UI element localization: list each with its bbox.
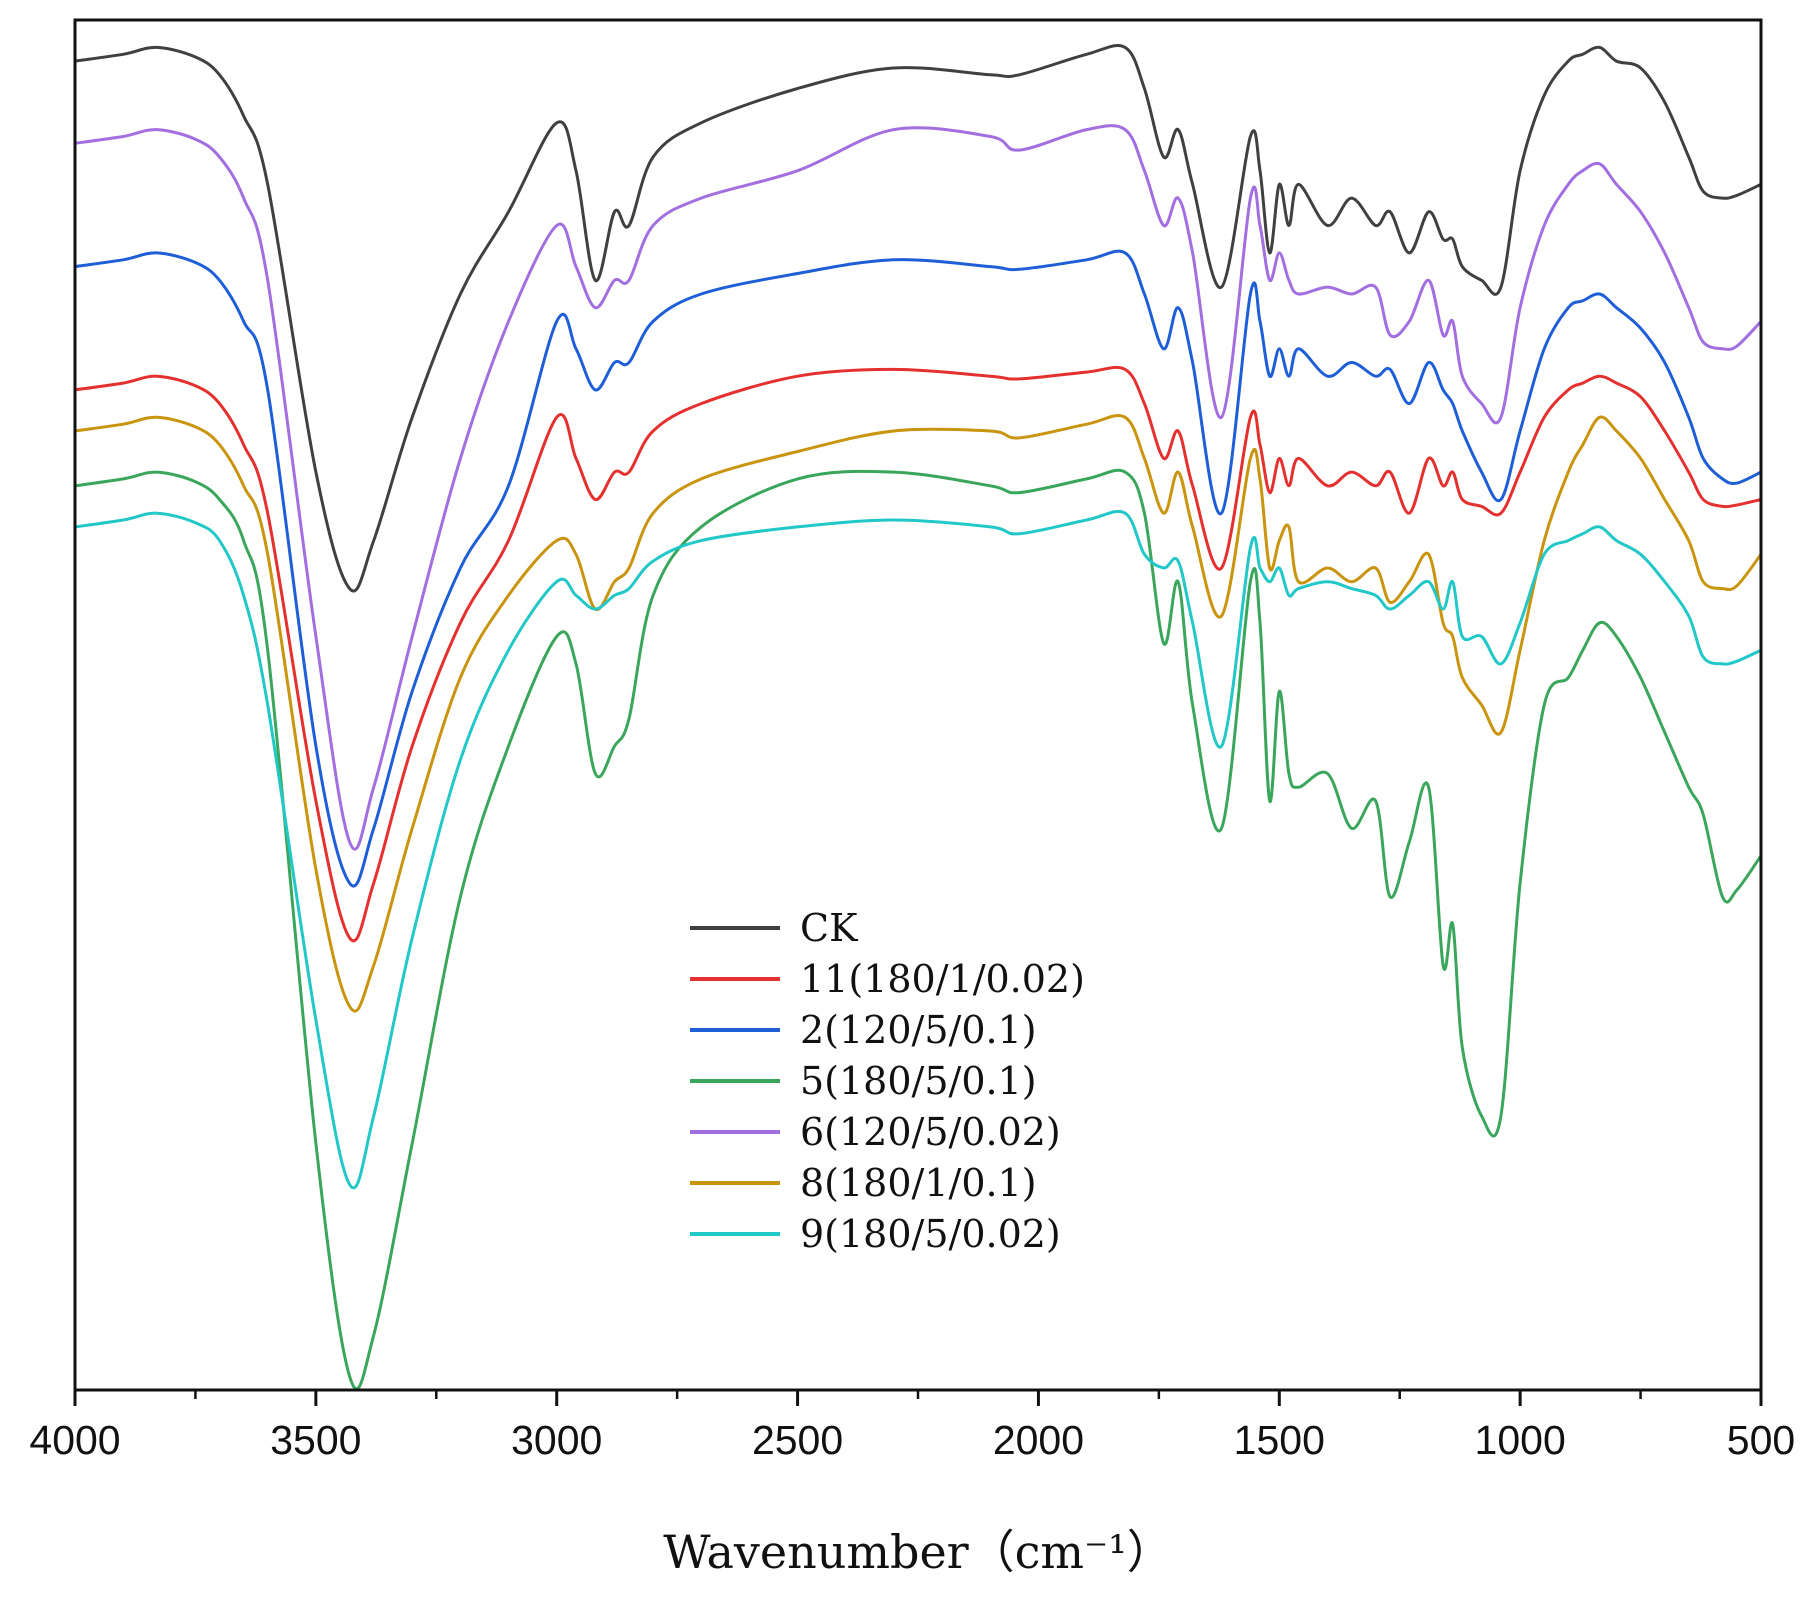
- series-line-2: [73, 249, 1763, 888]
- legend-label-5: 8(180/1/0.1): [800, 1161, 1037, 1205]
- legend-label-4: 6(120/5/0.02): [800, 1110, 1061, 1154]
- legend-label-1: 11(180/1/0.02): [800, 957, 1085, 1001]
- series-line-1: [73, 365, 1763, 943]
- legend-label-3: 5(180/5/0.1): [800, 1059, 1037, 1103]
- series-line-3: [73, 468, 1763, 1391]
- x-tick-label-3: 2500: [752, 1417, 843, 1463]
- legend-label-6: 9(180/5/0.02): [800, 1212, 1061, 1256]
- legend: CK 11(180/1/0.02) 2(120/5/0.1) 5(180/5/0.1)…: [690, 906, 1085, 1256]
- x-tick-label-4: 2000: [993, 1417, 1084, 1463]
- x-tick-label-7: 500: [1727, 1417, 1795, 1463]
- x-axis-title: Wavenumber（cm⁻¹）: [663, 1525, 1173, 1579]
- series-line-6: [73, 509, 1763, 1190]
- x-tick-label-6: 1000: [1475, 1417, 1566, 1463]
- legend-label-0: CK: [800, 906, 858, 950]
- x-tick-label-0: 4000: [29, 1417, 120, 1463]
- x-axis-ticks: 4000 3500 3000 2500 2000 1500 1000 500: [29, 1390, 1795, 1463]
- x-tick-label-2: 3000: [511, 1417, 602, 1463]
- series-line-5: [73, 413, 1763, 1013]
- x-tick-label-1: 3500: [270, 1417, 361, 1463]
- series-line-0: [73, 43, 1763, 593]
- legend-label-2: 2(120/5/0.1): [800, 1008, 1037, 1052]
- x-tick-label-5: 1500: [1234, 1417, 1325, 1463]
- series-line-4: [73, 124, 1763, 851]
